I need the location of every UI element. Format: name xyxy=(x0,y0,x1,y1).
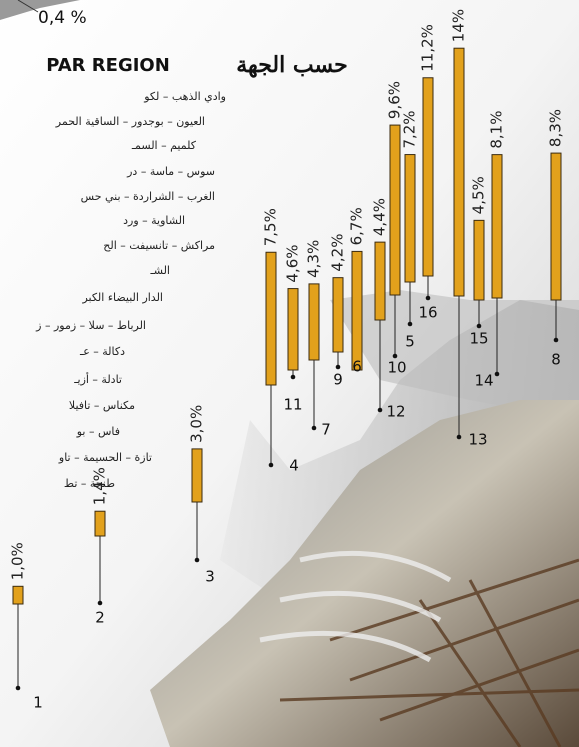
value-label: 4,2% xyxy=(329,234,347,272)
region-name: كلميم – السمـ xyxy=(131,139,197,152)
value-label: 4,4% xyxy=(371,198,389,236)
region-name: مراكش – تانسيفت – الح xyxy=(103,239,215,252)
region-name: فاس – بو xyxy=(76,425,120,438)
construction-photo xyxy=(150,400,579,747)
region-name: مكناس – تافيلا xyxy=(69,399,135,412)
region-number: 15 xyxy=(469,330,488,348)
region-name: سوس – ماسة – در xyxy=(126,165,215,178)
bar xyxy=(94,510,106,537)
pin xyxy=(268,462,274,468)
region-name: طنجة – تط xyxy=(64,477,115,490)
pin xyxy=(494,371,500,377)
bar xyxy=(491,154,503,299)
pin xyxy=(311,425,317,431)
value-label: 4,6% xyxy=(284,244,302,282)
region-number: 12 xyxy=(386,403,405,421)
pin xyxy=(335,364,341,370)
region-number: 1 xyxy=(33,694,43,712)
value-label: 7,2% xyxy=(401,110,419,148)
pin xyxy=(392,353,398,359)
chart-title: PAR REGION xyxy=(46,55,170,76)
pin xyxy=(377,407,383,413)
bar xyxy=(287,288,299,371)
region-number: 11 xyxy=(283,396,302,414)
pin xyxy=(194,557,200,563)
value-label: 4,3% xyxy=(305,240,323,278)
value-label: 11,2% xyxy=(419,24,437,72)
bar xyxy=(265,251,277,386)
region-name: الشاوية – ورد xyxy=(123,214,185,227)
region-name: الغرب – الشراردة – بني حس xyxy=(81,190,215,203)
region-name: الرباط – سلا – زمور – ز xyxy=(35,319,146,332)
pin xyxy=(456,434,462,440)
region-number: 14 xyxy=(474,372,493,390)
bar xyxy=(12,585,24,605)
bar xyxy=(351,250,363,371)
value-label: 3,0% xyxy=(188,405,206,443)
pin xyxy=(15,685,21,691)
bar xyxy=(389,124,401,296)
pin xyxy=(407,321,413,327)
value-label: 14% xyxy=(450,9,468,42)
map-shape xyxy=(330,290,579,420)
region-number: 16 xyxy=(418,304,437,322)
map-corner xyxy=(0,0,80,20)
bar xyxy=(550,152,562,301)
region-number: 9 xyxy=(333,371,343,389)
bar xyxy=(332,277,344,353)
region-name: العيون – بوجدور – الساقية الحمر xyxy=(55,115,205,128)
region-number: 3 xyxy=(205,568,215,586)
region-name: تازة – الحسيمة – تاو xyxy=(58,451,152,464)
region-number: 2 xyxy=(95,609,105,627)
value-label: 7,5% xyxy=(262,208,280,246)
pin xyxy=(97,600,103,606)
region-number: 5 xyxy=(405,333,415,351)
bar xyxy=(308,283,320,361)
value-label: 4,5% xyxy=(470,176,488,214)
value-label: 9,6% xyxy=(386,81,404,119)
note: 0,4 % xyxy=(38,8,87,28)
pin xyxy=(290,374,296,380)
region-name: دكالة – عـ xyxy=(79,345,125,358)
bar xyxy=(374,241,386,321)
pin xyxy=(476,323,482,329)
rebar xyxy=(279,558,579,747)
bar xyxy=(404,154,416,283)
chart-title-ar: حسب الجهة xyxy=(236,52,347,78)
region-number: 10 xyxy=(387,359,406,377)
arches xyxy=(259,550,452,663)
value-label: 1,4% xyxy=(91,467,109,505)
region-number: 6 xyxy=(352,358,362,376)
pin xyxy=(553,337,559,343)
pin xyxy=(425,295,431,301)
bar xyxy=(473,219,485,301)
region-number: 8 xyxy=(551,351,561,369)
bar xyxy=(191,448,203,503)
note-leader xyxy=(17,0,39,13)
value-label: 8,1% xyxy=(488,111,506,149)
region-name: وادي الذهب – لكو xyxy=(143,90,226,103)
region-number: 4 xyxy=(289,457,299,475)
region-name: الدار البيضاء الكبر xyxy=(81,291,163,304)
value-label: 6,7% xyxy=(348,207,366,245)
bar xyxy=(422,77,434,277)
bar xyxy=(453,47,465,297)
region-name: الشـ xyxy=(150,264,170,277)
region-number: 13 xyxy=(468,431,487,449)
value-label: 8,3% xyxy=(547,109,565,147)
region-number: 7 xyxy=(321,421,331,439)
value-label: 1,0% xyxy=(9,542,27,580)
region-name: تادلة – أزيـ xyxy=(73,372,122,386)
